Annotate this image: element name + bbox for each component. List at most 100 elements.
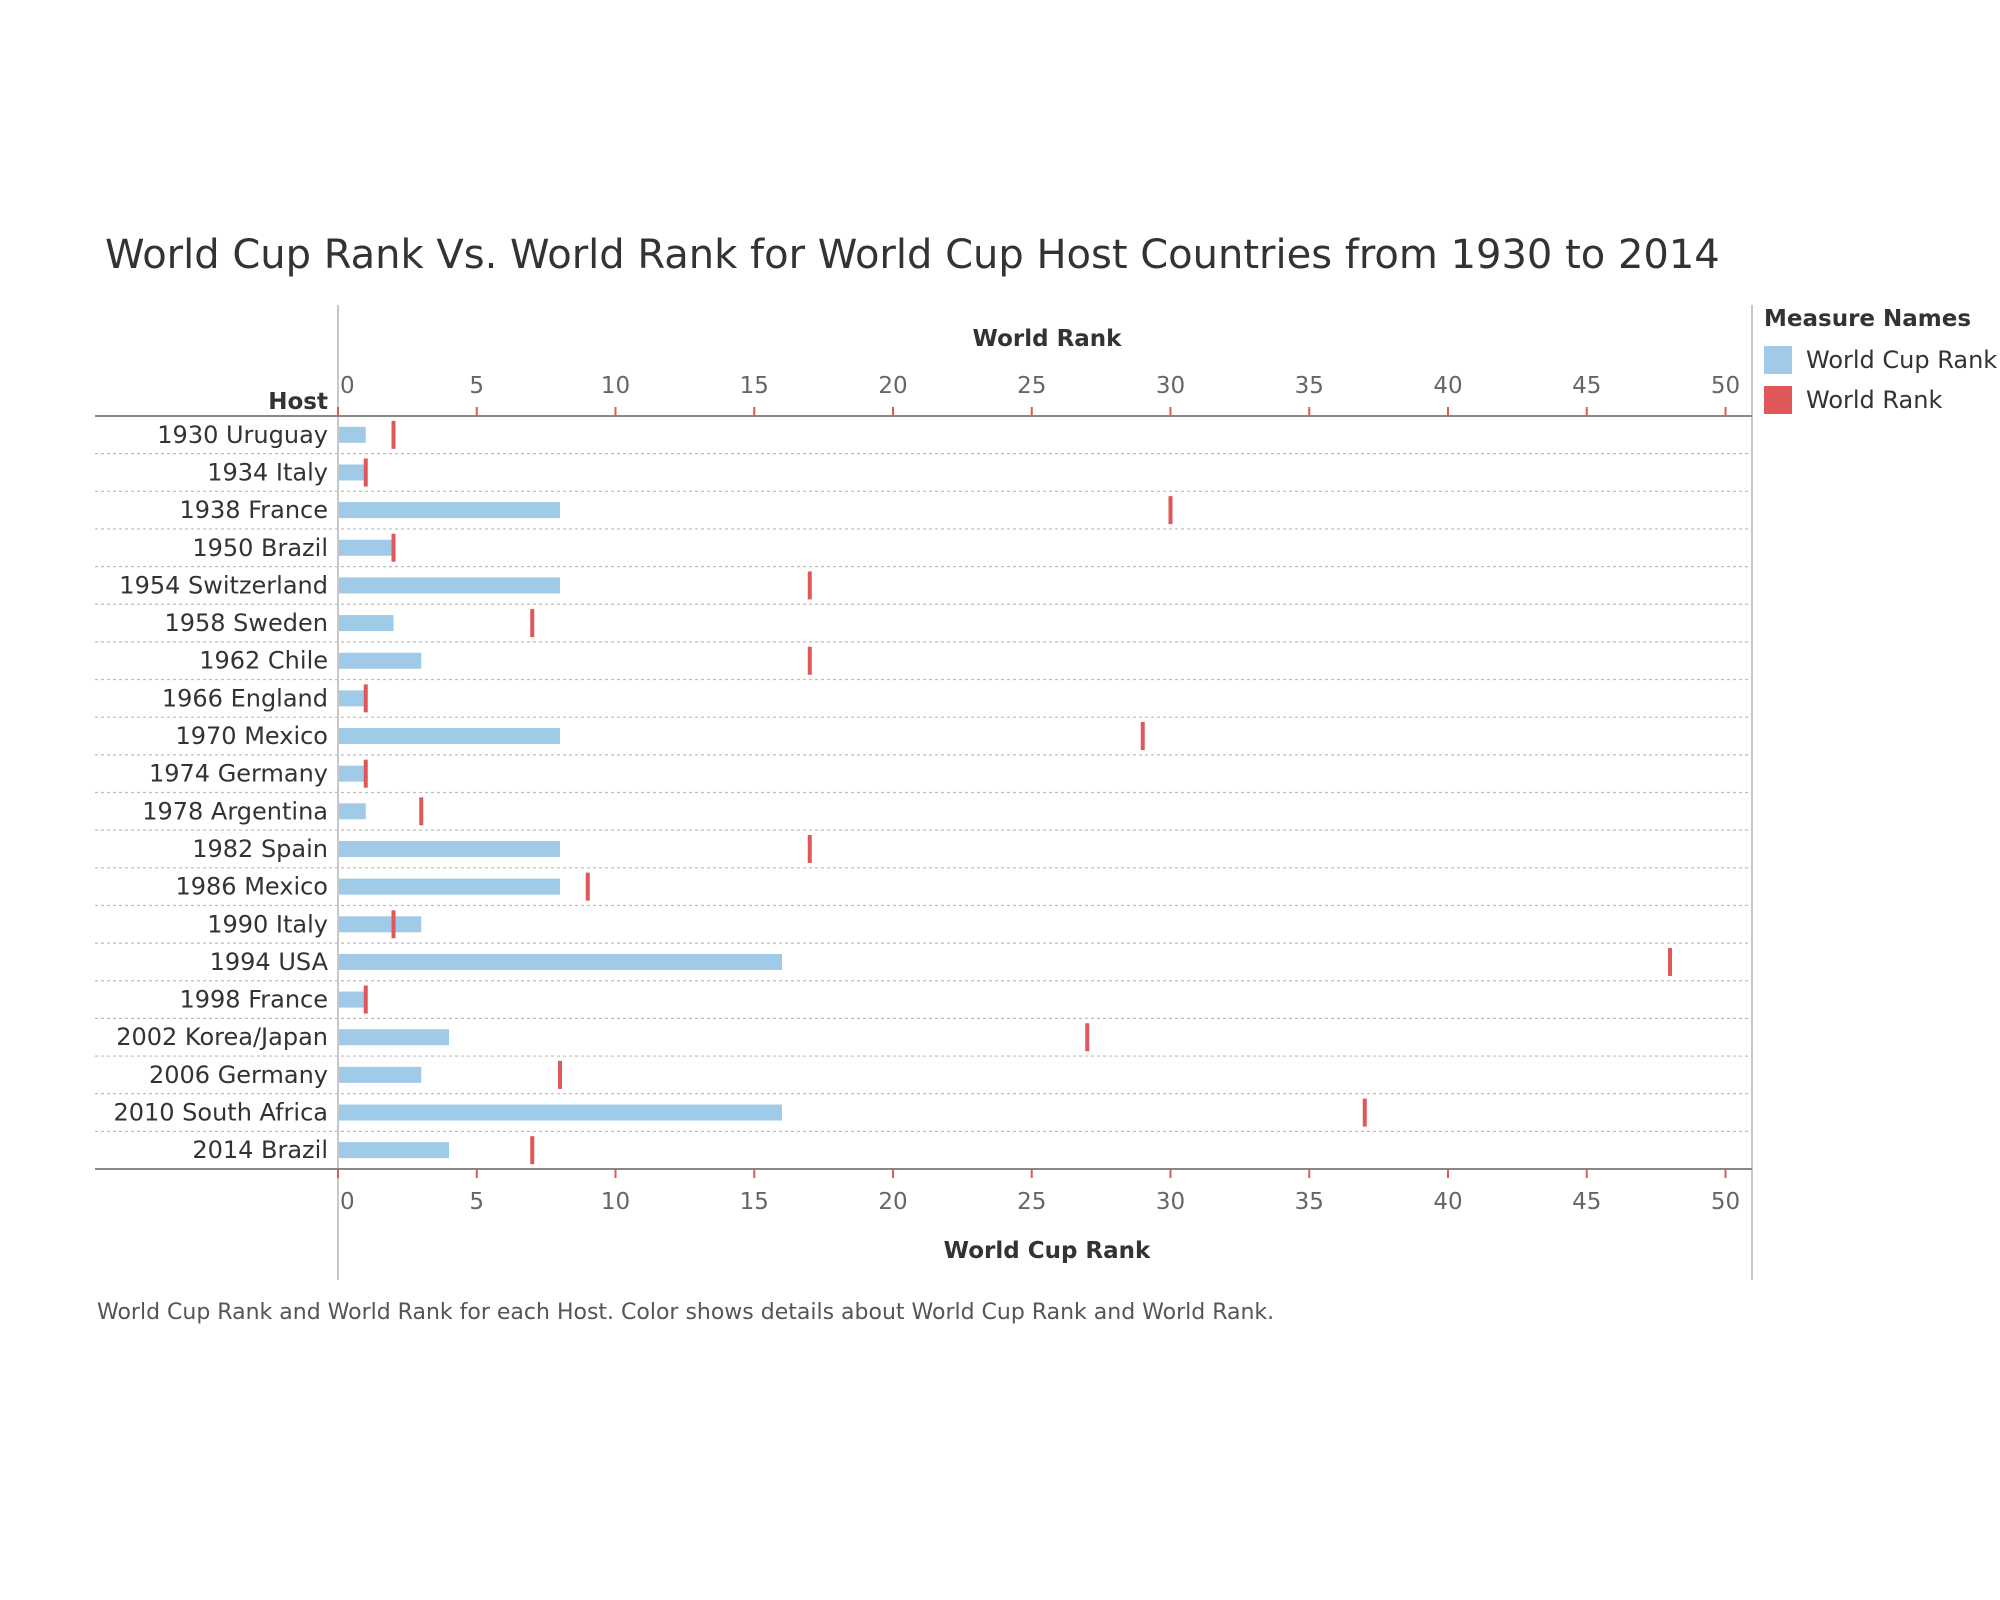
world-rank-tick[interactable]: [585, 872, 590, 901]
row-header: Host: [268, 389, 328, 415]
row-label: 1990 Italy: [207, 910, 328, 938]
world-cup-rank-bar[interactable]: [338, 1142, 449, 1159]
row-label: 1970 Mexico: [175, 722, 328, 750]
world-rank-tick[interactable]: [807, 646, 812, 675]
legend-swatch-world-cup-rank: [1764, 346, 1792, 374]
chart-caption: World Cup Rank and World Rank for each H…: [97, 1300, 1275, 1325]
world-rank-tick[interactable]: [807, 834, 812, 863]
row-label: 2002 Korea/Japan: [116, 1023, 328, 1051]
world-cup-rank-bar[interactable]: [338, 991, 366, 1008]
top-axis-tick-label: 50: [1711, 373, 1740, 399]
top-axis-tick-label: 35: [1295, 373, 1324, 399]
legend-item-world-cup-rank[interactable]: World Cup Rank: [1764, 340, 1997, 380]
world-rank-tick[interactable]: [1168, 496, 1173, 525]
world-cup-rank-bar[interactable]: [338, 765, 366, 782]
world-rank-tick[interactable]: [419, 797, 424, 826]
bottom-axis-tick-label: 30: [1156, 1189, 1185, 1215]
row-label: 1998 France: [179, 986, 328, 1014]
world-cup-rank-bar[interactable]: [338, 426, 366, 443]
legend-item-world-rank[interactable]: World Rank: [1764, 380, 1997, 420]
world-cup-rank-bar[interactable]: [338, 502, 560, 519]
world-cup-rank-bar[interactable]: [338, 1029, 449, 1046]
world-rank-tick[interactable]: [1085, 1023, 1090, 1052]
world-rank-tick[interactable]: [558, 1060, 562, 1089]
world-rank-tick[interactable]: [1140, 722, 1145, 751]
legend-swatch-world-rank: [1764, 386, 1792, 414]
world-rank-tick[interactable]: [391, 533, 396, 562]
top-axis-tick-label: 20: [878, 373, 907, 399]
world-rank-tick[interactable]: [1362, 1098, 1367, 1127]
top-axis-tick-label: 10: [601, 373, 630, 399]
top-axis-tick-label: 45: [1572, 373, 1601, 399]
world-rank-tick[interactable]: [1668, 947, 1672, 976]
world-cup-rank-bar[interactable]: [338, 577, 560, 594]
bottom-axis-tick-label: 45: [1572, 1189, 1601, 1215]
world-cup-rank-bar[interactable]: [338, 690, 366, 707]
world-cup-rank-bar[interactable]: [338, 878, 560, 895]
world-rank-tick[interactable]: [363, 458, 368, 487]
world-rank-tick[interactable]: [530, 609, 535, 638]
world-cup-rank-bar[interactable]: [338, 464, 366, 481]
top-axis-title: World Rank: [973, 326, 1123, 352]
row-label: 1986 Mexico: [175, 873, 328, 901]
bottom-axis-tick-label: 25: [1017, 1189, 1046, 1215]
row-label: 1938 France: [179, 496, 328, 524]
world-cup-rank-bar[interactable]: [338, 539, 394, 556]
world-rank-tick[interactable]: [391, 420, 396, 449]
chart-title: World Cup Rank Vs. World Rank for World …: [105, 232, 1720, 278]
top-axis-tick-label: 25: [1017, 373, 1046, 399]
row-label: 2010 South Africa: [113, 1099, 328, 1127]
top-axis-tick-label: 40: [1433, 373, 1462, 399]
row-label: 1966 England: [162, 684, 328, 712]
row-label: 1982 Spain: [192, 835, 328, 863]
world-rank-ticks[interactable]: [363, 420, 1672, 1165]
legend-label: World Cup Rank: [1806, 346, 1998, 374]
row-dividers: [95, 453, 1752, 1132]
row-label: 1958 Sweden: [164, 609, 328, 637]
row-label: 1930 Uruguay: [157, 421, 328, 449]
bottom-axis-tick-label: 50: [1711, 1189, 1740, 1215]
world-cup-rank-bar[interactable]: [338, 803, 366, 820]
world-cup-rank-bar[interactable]: [338, 615, 394, 632]
world-rank-tick[interactable]: [363, 985, 368, 1014]
bottom-axis-tick-label: 5: [469, 1189, 484, 1215]
top-axis-tick-label: 0: [340, 373, 355, 399]
world-cup-rank-bar[interactable]: [338, 916, 422, 933]
legend: Measure Names World Cup Rank World Rank: [1764, 306, 1997, 420]
row-label: 1934 Italy: [207, 458, 328, 486]
bottom-axis-tick-label: 0: [340, 1189, 355, 1215]
row-label: 1994 USA: [210, 948, 329, 976]
world-cup-rank-bar[interactable]: [338, 953, 782, 970]
bottom-axis-tick-label: 20: [878, 1189, 907, 1215]
bottom-axis-tick-label: 40: [1433, 1189, 1462, 1215]
row-label: 1950 Brazil: [192, 534, 328, 562]
row-label: 1974 Germany: [149, 760, 328, 788]
legend-label: World Rank: [1806, 386, 1943, 414]
world-cup-rank-bar[interactable]: [338, 1104, 782, 1121]
world-cup-rank-bars[interactable]: [338, 426, 782, 1159]
top-axis-tick-label: 30: [1156, 373, 1185, 399]
world-cup-rank-bar[interactable]: [338, 652, 422, 669]
row-label: 2006 Germany: [149, 1061, 328, 1089]
row-label: 1962 Chile: [199, 647, 328, 675]
row-label: 2014 Brazil: [192, 1136, 328, 1164]
world-cup-rank-bar[interactable]: [338, 840, 560, 857]
world-rank-tick[interactable]: [363, 759, 368, 788]
world-rank-tick[interactable]: [807, 571, 812, 600]
top-axis-tick-label: 15: [740, 373, 769, 399]
bottom-axis-title: World Cup Rank: [944, 1238, 1151, 1264]
world-cup-rank-bar[interactable]: [338, 1066, 422, 1083]
bottom-axis-tick-label: 35: [1295, 1189, 1324, 1215]
legend-title: Measure Names: [1764, 306, 1972, 332]
world-rank-tick[interactable]: [391, 910, 396, 939]
world-rank-tick[interactable]: [530, 1136, 535, 1165]
world-cup-rank-bar[interactable]: [338, 728, 560, 745]
axes: 0 0 5 5 10 10 15 15 20 20 25 25 30 30 35 35 40 40 45 45 50 50: [95, 305, 1753, 1280]
top-axis-tick-label: 5: [469, 373, 484, 399]
world-rank-tick[interactable]: [363, 684, 368, 713]
row-labels: 1930 Uruguay 1934 Italy 1938 France 1950 Br…: [113, 421, 328, 1164]
row-label: 1978 Argentina: [142, 797, 328, 825]
bottom-axis-tick-label: 10: [601, 1189, 630, 1215]
bottom-axis-tick-label: 15: [740, 1189, 769, 1215]
